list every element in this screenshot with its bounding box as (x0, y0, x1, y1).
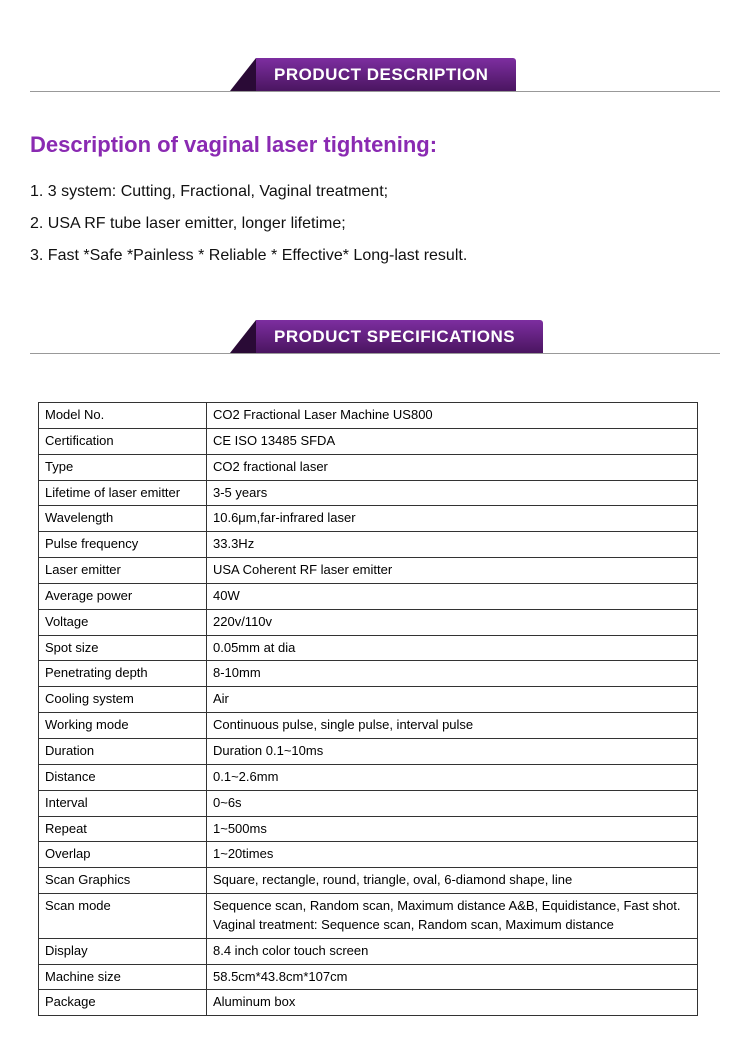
specifications-table: Model No.CO2 Fractional Laser Machine US… (38, 402, 698, 1016)
table-row: Display8.4 inch color touch screen (39, 938, 698, 964)
table-row: Model No.CO2 Fractional Laser Machine US… (39, 403, 698, 429)
table-row: Working modeContinuous pulse, single pul… (39, 713, 698, 739)
description-list: 1. 3 system: Cutting, Fractional, Vagina… (30, 176, 720, 272)
table-row: PackageAluminum box (39, 990, 698, 1016)
spec-value: USA Coherent RF laser emitter (207, 558, 698, 584)
spec-label: Display (39, 938, 207, 964)
spec-value: 0.1~2.6mm (207, 764, 698, 790)
spec-value: CO2 fractional laser (207, 454, 698, 480)
spec-label: Laser emitter (39, 558, 207, 584)
spec-value: 8.4 inch color touch screen (207, 938, 698, 964)
spec-value: 58.5cm*43.8cm*107cm (207, 964, 698, 990)
description-item: 2. USA RF tube laser emitter, longer lif… (30, 208, 720, 240)
spec-value: 0.05mm at dia (207, 635, 698, 661)
table-row: Lifetime of laser emitter3-5 years (39, 480, 698, 506)
table-row: Distance0.1~2.6mm (39, 764, 698, 790)
spec-label: Cooling system (39, 687, 207, 713)
banner-label: PRODUCT DESCRIPTION (256, 58, 516, 91)
spec-label: Machine size (39, 964, 207, 990)
spec-value: 1~500ms (207, 816, 698, 842)
table-row: Overlap1~20times (39, 842, 698, 868)
spec-value: CE ISO 13485 SFDA (207, 428, 698, 454)
banner-arrow-icon (230, 320, 256, 353)
table-row: Pulse frequency33.3Hz (39, 532, 698, 558)
table-row: Voltage220v/110v (39, 609, 698, 635)
table-row: Penetrating depth8-10mm (39, 661, 698, 687)
spec-value: 33.3Hz (207, 532, 698, 558)
spec-value: Continuous pulse, single pulse, interval… (207, 713, 698, 739)
spec-label: Model No. (39, 403, 207, 429)
spec-label: Package (39, 990, 207, 1016)
banner-arrow-icon (230, 58, 256, 91)
spec-value: Square, rectangle, round, triangle, oval… (207, 868, 698, 894)
table-row: Wavelength10.6μm,far-infrared laser (39, 506, 698, 532)
spec-label: Scan mode (39, 894, 207, 939)
description-item: 1. 3 system: Cutting, Fractional, Vagina… (30, 176, 720, 208)
table-row: Spot size0.05mm at dia (39, 635, 698, 661)
spec-value: 3-5 years (207, 480, 698, 506)
table-row: Average power40W (39, 583, 698, 609)
spec-value: 1~20times (207, 842, 698, 868)
spec-value: Air (207, 687, 698, 713)
table-row: Interval0~6s (39, 790, 698, 816)
spec-value: 8-10mm (207, 661, 698, 687)
spec-value: 40W (207, 583, 698, 609)
table-row: Scan modeSequence scan, Random scan, Max… (39, 894, 698, 939)
spec-value: 10.6μm,far-infrared laser (207, 506, 698, 532)
spec-label: Penetrating depth (39, 661, 207, 687)
spec-value: Aluminum box (207, 990, 698, 1016)
spec-value: CO2 Fractional Laser Machine US800 (207, 403, 698, 429)
table-row: DurationDuration 0.1~10ms (39, 738, 698, 764)
spec-label: Overlap (39, 842, 207, 868)
spec-value: 220v/110v (207, 609, 698, 635)
spec-label: Repeat (39, 816, 207, 842)
spec-value: 0~6s (207, 790, 698, 816)
table-row: CertificationCE ISO 13485 SFDA (39, 428, 698, 454)
spec-label: Duration (39, 738, 207, 764)
table-row: TypeCO2 fractional laser (39, 454, 698, 480)
table-row: Repeat1~500ms (39, 816, 698, 842)
table-row: Machine size58.5cm*43.8cm*107cm (39, 964, 698, 990)
spec-label: Working mode (39, 713, 207, 739)
spec-label: Pulse frequency (39, 532, 207, 558)
product-document: PRODUCT DESCRIPTION Description of vagin… (0, 0, 750, 1056)
table-row: Cooling systemAir (39, 687, 698, 713)
spec-label: Average power (39, 583, 207, 609)
spec-label: Type (39, 454, 207, 480)
banner: PRODUCT DESCRIPTION (230, 58, 516, 91)
spec-label: Voltage (39, 609, 207, 635)
spec-label: Certification (39, 428, 207, 454)
spec-label: Interval (39, 790, 207, 816)
banner: PRODUCT SPECIFICATIONS (230, 320, 543, 353)
spec-label: Spot size (39, 635, 207, 661)
table-row: Scan GraphicsSquare, rectangle, round, t… (39, 868, 698, 894)
spec-label: Scan Graphics (39, 868, 207, 894)
banner-label: PRODUCT SPECIFICATIONS (256, 320, 543, 353)
specifications-tbody: Model No.CO2 Fractional Laser Machine US… (39, 403, 698, 1016)
description-title: Description of vaginal laser tightening: (30, 132, 720, 158)
table-row: Laser emitterUSA Coherent RF laser emitt… (39, 558, 698, 584)
spec-label: Distance (39, 764, 207, 790)
spec-label: Lifetime of laser emitter (39, 480, 207, 506)
spec-label: Wavelength (39, 506, 207, 532)
section-banner-description: PRODUCT DESCRIPTION (30, 58, 720, 92)
spec-value: Sequence scan, Random scan, Maximum dist… (207, 894, 698, 939)
description-item: 3. Fast *Safe *Painless * Reliable * Eff… (30, 240, 720, 272)
section-banner-specifications: PRODUCT SPECIFICATIONS (30, 320, 720, 354)
spec-value: Duration 0.1~10ms (207, 738, 698, 764)
